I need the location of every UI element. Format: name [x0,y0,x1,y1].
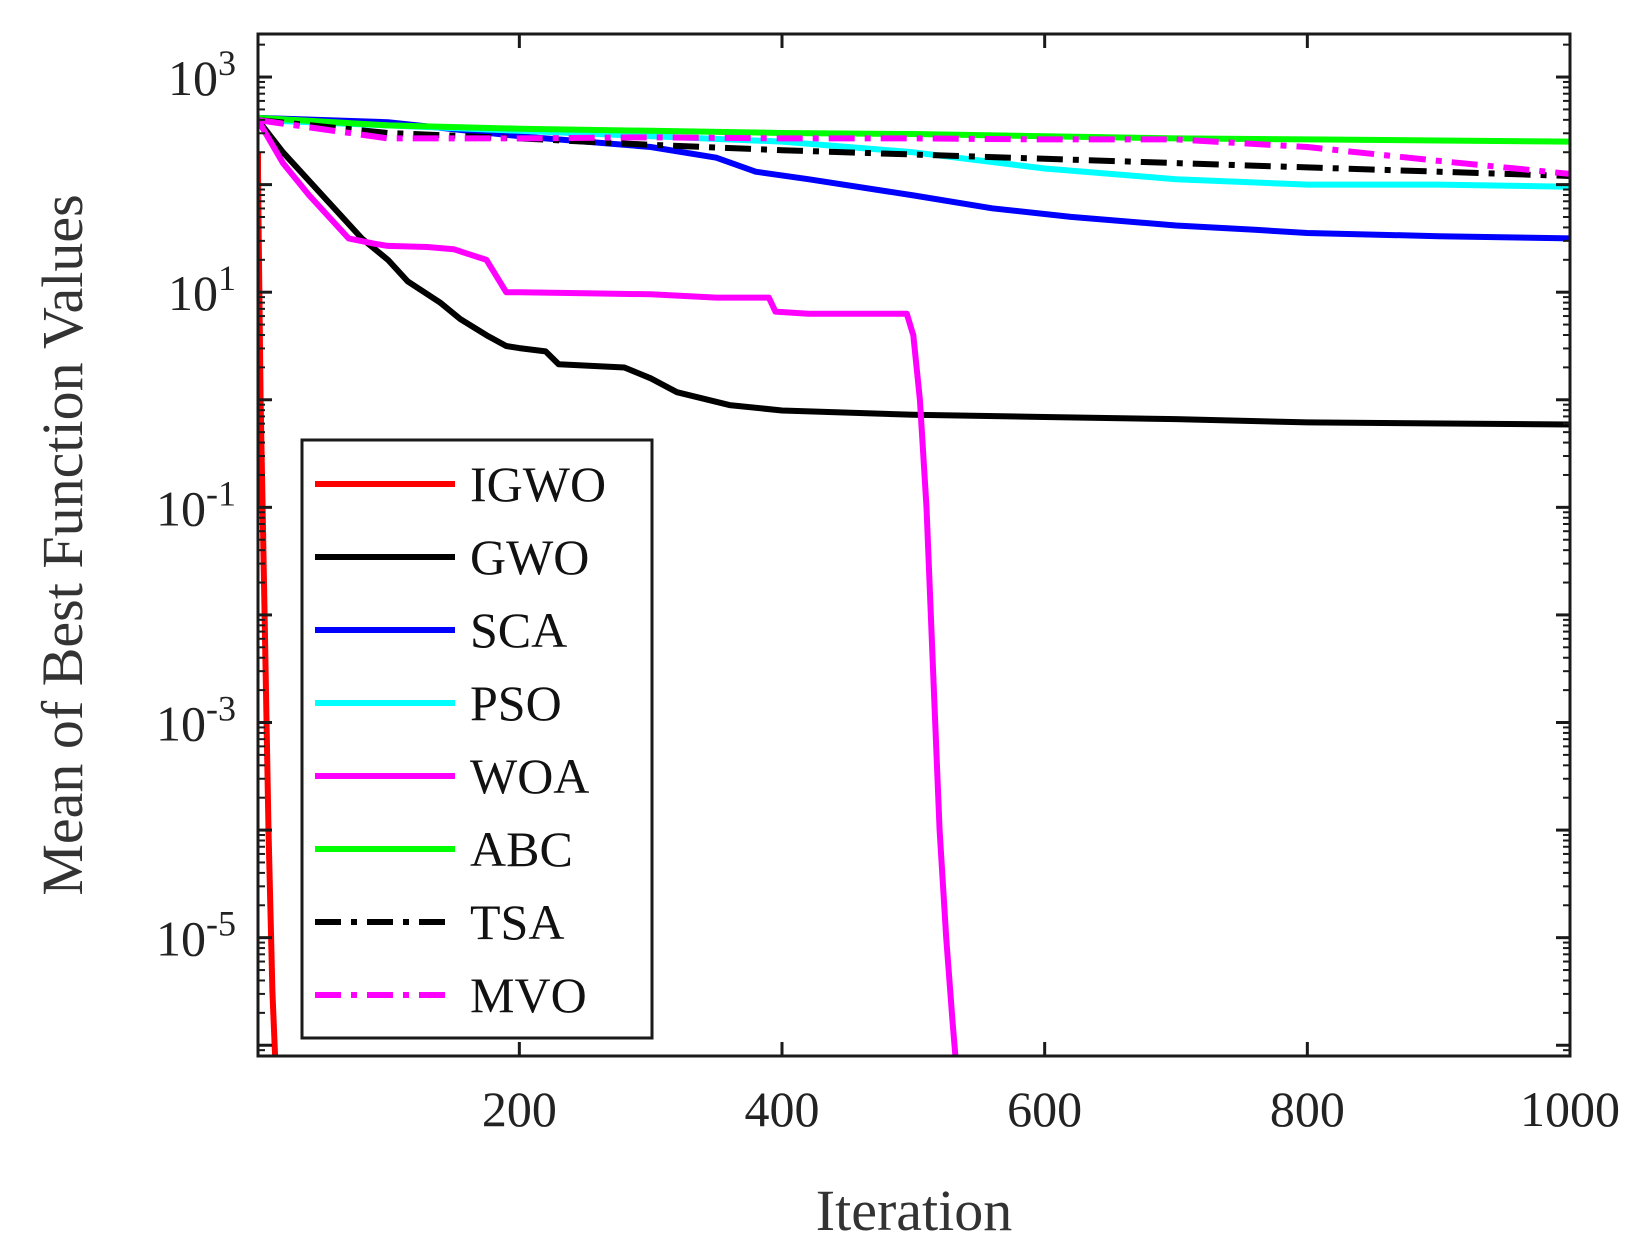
legend-entry-tsa: TSA [315,894,564,950]
legend-entry-igwo: IGWO [315,456,606,512]
legend-label: MVO [470,967,587,1023]
legend-label: IGWO [470,456,606,512]
x-tick-labels: 200 400 600 800 1000 [482,1081,1620,1137]
y-tick-label: 10-5 [156,904,236,967]
legend-label: WOA [470,748,589,804]
y-tick-base: 10 [156,911,206,967]
x-tick-label: 1000 [1520,1081,1620,1137]
legend-entry-abc: ABC [315,821,573,877]
legend-entry-woa: WOA [315,748,589,804]
legend-label: SCA [470,602,567,658]
y-tick-label: 10-3 [156,689,236,752]
y-axis-title: Mean of Best Function Values [30,194,95,895]
plot-frame [256,32,1572,1058]
legend-entry-mvo: MVO [315,967,587,1023]
series-line-mvo [258,117,1570,177]
y-tick-label: 101 [168,258,236,321]
legend-box [300,438,654,1040]
y-tick-exponent: -5 [206,904,236,944]
ticks-layer [258,34,1572,1057]
legend-entry-sca: SCA [315,602,567,658]
y-tick-label: 103 [168,43,236,106]
y-tick-base: 10 [156,480,206,536]
y-tick-label: 10-1 [156,473,236,536]
y-tick-exponent: -3 [206,689,236,729]
legend-label: PSO [470,675,562,731]
series-layer [258,114,1570,1056]
y-tick-exponent: -1 [206,473,236,513]
y-tick-base: 10 [168,50,218,106]
y-tick-base: 10 [168,265,218,321]
legend-label: TSA [470,894,564,950]
series-line-gwo [258,118,1570,428]
x-tick-label: 600 [1007,1081,1082,1137]
series-line-abc [258,114,1570,145]
x-axis-title: Iteration [816,1178,1012,1243]
x-tick-label: 400 [745,1081,820,1137]
series-line-sca [258,114,1570,242]
legend-label: GWO [470,529,589,585]
legend-entry-pso: PSO [315,675,562,731]
series-line-woa [258,118,959,1056]
y-tick-exponent: 3 [218,43,236,83]
legend: IGWO GWO SCA PSO WOA ABC TSA MVO [300,438,654,1040]
legend-label: ABC [470,821,573,877]
y-tick-exponent: 1 [218,258,236,298]
x-tick-label: 200 [482,1081,557,1137]
x-tick-label: 800 [1270,1081,1345,1137]
series-line-pso [258,117,1570,190]
y-tick-base: 10 [156,696,206,752]
legend-entry-gwo: GWO [315,529,589,585]
